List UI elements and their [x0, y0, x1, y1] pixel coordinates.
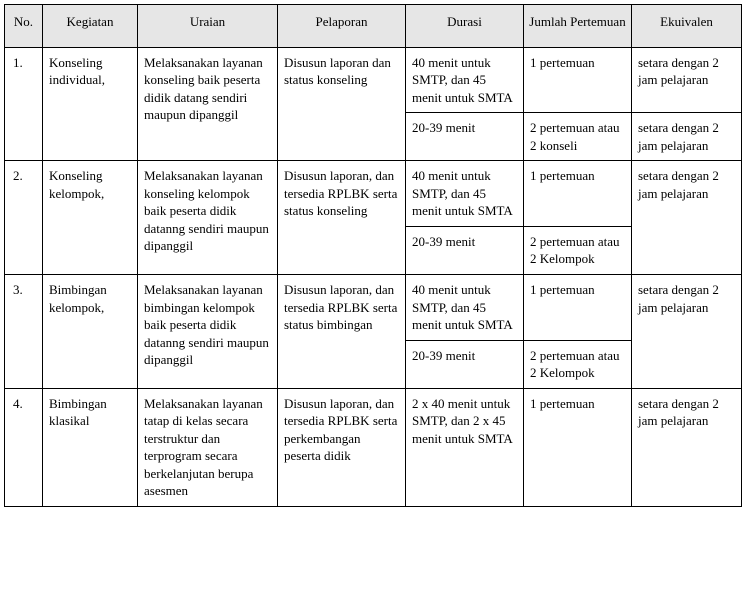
cell-no: 4. — [5, 388, 43, 506]
cell-ekuivalen: setara dengan 2 jam pelajaran — [632, 275, 742, 389]
cell-pelaporan: Disusun laporan, dan tersedia RPLBK sert… — [278, 388, 406, 506]
cell-jumlah: 2 pertemuan atau 2 konseli — [524, 113, 632, 161]
cell-pelaporan: Disusun laporan dan status konseling — [278, 47, 406, 161]
cell-jumlah: 2 pertemuan atau 2 Kelompok — [524, 340, 632, 388]
header-jumlah: Jumlah Pertemuan — [524, 5, 632, 48]
cell-ekuivalen: setara dengan 2 jam pelajaran — [632, 47, 742, 113]
cell-durasi: 2 x 40 menit untuk SMTP, dan 2 x 45 meni… — [406, 388, 524, 506]
header-pelaporan: Pelaporan — [278, 5, 406, 48]
cell-ekuivalen: setara dengan 2 jam pelajaran — [632, 113, 742, 161]
cell-ekuivalen: setara dengan 2 jam pelajaran — [632, 161, 742, 275]
header-row: No. Kegiatan Uraian Pelaporan Durasi Jum… — [5, 5, 742, 48]
cell-kegiatan: Konseling kelompok, — [43, 161, 138, 275]
cell-kegiatan: Bimbingan klasikal — [43, 388, 138, 506]
cell-jumlah: 1 pertemuan — [524, 275, 632, 341]
cell-no: 2. — [5, 161, 43, 275]
cell-durasi: 20-39 menit — [406, 113, 524, 161]
cell-jumlah: 1 pertemuan — [524, 388, 632, 506]
header-durasi: Durasi — [406, 5, 524, 48]
cell-jumlah: 2 pertemuan atau 2 Kelompok — [524, 226, 632, 274]
cell-durasi: 40 menit untuk SMTP, dan 45 menit untuk … — [406, 47, 524, 113]
cell-uraian: Melaksanakan layanan tatap di kelas seca… — [138, 388, 278, 506]
table-row: 2. Konseling kelompok, Melaksanakan laya… — [5, 161, 742, 227]
cell-uraian: Melaksanakan layanan konseling kelompok … — [138, 161, 278, 275]
table-row: 4. Bimbingan klasikal Melaksanakan layan… — [5, 388, 742, 506]
cell-uraian: Melaksanakan layanan bimbingan kelompok … — [138, 275, 278, 389]
main-table: No. Kegiatan Uraian Pelaporan Durasi Jum… — [4, 4, 742, 507]
header-ekuivalen: Ekuivalen — [632, 5, 742, 48]
cell-kegiatan: Bimbingan kelompok, — [43, 275, 138, 389]
cell-no: 3. — [5, 275, 43, 389]
cell-pelaporan: Disusun laporan, dan tersedia RPLBK sert… — [278, 161, 406, 275]
cell-jumlah: 1 pertemuan — [524, 47, 632, 113]
header-kegiatan: Kegiatan — [43, 5, 138, 48]
cell-kegiatan: Konseling individual, — [43, 47, 138, 161]
header-no: No. — [5, 5, 43, 48]
cell-pelaporan: Disusun laporan, dan tersedia RPLBK sert… — [278, 275, 406, 389]
header-uraian: Uraian — [138, 5, 278, 48]
cell-durasi: 40 menit untuk SMTP, dan 45 menit untuk … — [406, 161, 524, 227]
cell-jumlah: 1 pertemuan — [524, 161, 632, 227]
cell-uraian: Melaksanakan layanan konseling baik pese… — [138, 47, 278, 161]
table-row: 3. Bimbingan kelompok, Melaksanakan laya… — [5, 275, 742, 341]
cell-ekuivalen: setara dengan 2 jam pelajaran — [632, 388, 742, 506]
cell-no: 1. — [5, 47, 43, 161]
table-row: 1. Konseling individual, Melaksanakan la… — [5, 47, 742, 113]
cell-durasi: 20-39 menit — [406, 340, 524, 388]
cell-durasi: 40 menit untuk SMTP, dan 45 menit untuk … — [406, 275, 524, 341]
cell-durasi: 20-39 menit — [406, 226, 524, 274]
